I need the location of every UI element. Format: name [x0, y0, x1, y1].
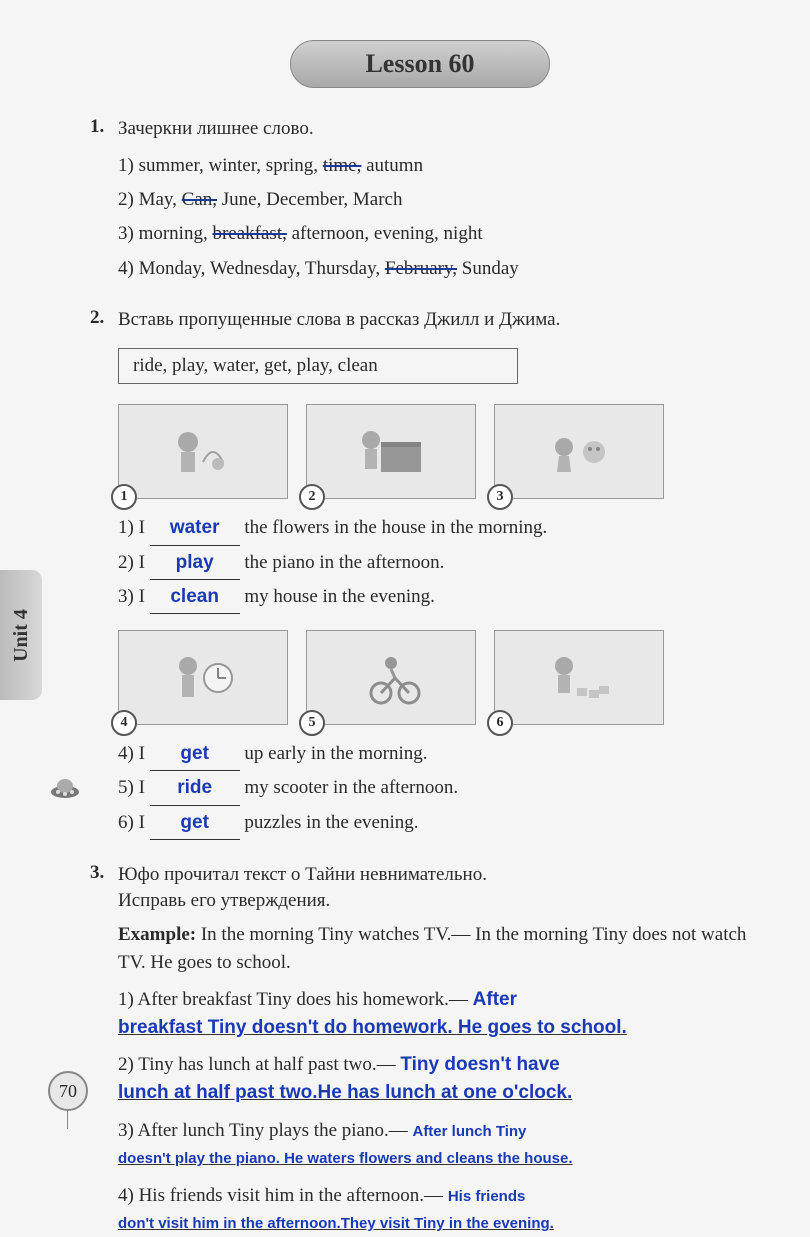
answer-text: His friends [448, 1188, 526, 1205]
picture-1: 1 [118, 404, 288, 499]
ex1-item: 3) morning, breakfast, afternoon, evenin… [118, 218, 750, 250]
page-number-badge: 70 [48, 1071, 88, 1111]
picture-number: 3 [487, 484, 513, 510]
picture-row-1: 1 2 3 [118, 404, 750, 499]
picture-2: 2 [306, 404, 476, 499]
ex1-item: 1) summer, winter, spring, time, autumn [118, 150, 750, 182]
picture-3: 3 [494, 404, 664, 499]
crossed-word: time, [323, 155, 362, 176]
blank-answer: get [150, 806, 240, 840]
blank-answer: play [150, 546, 240, 580]
picture-number: 6 [487, 710, 513, 736]
exercise-1: 1. Зачеркни лишнее слово. 1) summer, win… [90, 116, 750, 285]
balloon-string-icon [67, 1111, 68, 1129]
ex3-number: 3. [90, 862, 118, 884]
answer-text: lunch at half past two.He has lunch at o… [118, 1082, 572, 1103]
ex3-item: 3) After lunch Tiny plays the piano.— Af… [118, 1117, 750, 1172]
ex2-fill: 4) I get up early in the morning. [118, 737, 750, 771]
blank-answer: get [150, 737, 240, 771]
unit-tab: Unit 4 [0, 570, 42, 700]
picture-4: 4 [118, 630, 288, 725]
lesson-banner: Lesson 60 [290, 40, 550, 88]
picture-row-2: 4 5 6 [118, 630, 750, 725]
ex2-fill: 3) I clean my house in the evening. [118, 580, 750, 614]
picture-number: 2 [299, 484, 325, 510]
ex3-example: Example: In the morning Tiny watches TV.… [118, 921, 750, 976]
lesson-title: Lesson 60 [365, 49, 474, 79]
ex3-item: 2) Tiny has lunch at half past two.— Tin… [118, 1051, 750, 1106]
ex2-instruction: Вставь пропущенные слова в рассказ Джилл… [118, 307, 560, 333]
answer-text: don't visit him in the afternoon.They vi… [118, 1215, 554, 1232]
word-bank: ride, play, water, get, play, clean [118, 348, 518, 384]
ex3-instruction: Юфо прочитал текст о Тайни невнимательно… [118, 862, 487, 913]
blank-answer: ride [150, 771, 240, 805]
picture-number: 5 [299, 710, 325, 736]
ufo-icon [48, 772, 82, 806]
answer-text: After lunch Tiny [412, 1123, 526, 1140]
ex2-fill: 2) I play the piano in the afternoon. [118, 546, 750, 580]
example-label: Example: [118, 924, 196, 945]
picture-number: 4 [111, 710, 137, 736]
blank-answer: water [150, 511, 240, 545]
ex1-item: 2) May, Can, June, December, March [118, 184, 750, 216]
example-text: In the morning Tiny watches TV.— In the … [118, 924, 746, 973]
ex1-instruction: Зачеркни лишнее слово. [118, 116, 314, 142]
ex2-fill: 1) I water the flowers in the house in t… [118, 511, 750, 545]
answer-text: Tiny doesn't have [400, 1054, 559, 1075]
crossed-word: Can, [182, 189, 217, 210]
ex2-fill: 5) I ride my scooter in the afternoon. [118, 771, 750, 805]
ex1-number: 1. [90, 116, 118, 138]
ex3-item: 1) After breakfast Tiny does his homewor… [118, 986, 750, 1041]
answer-text: doesn't play the piano. He waters flower… [118, 1150, 573, 1167]
ex1-item: 4) Monday, Wednesday, Thursday, February… [118, 253, 750, 285]
picture-number: 1 [111, 484, 137, 510]
picture-5: 5 [306, 630, 476, 725]
answer-text: breakfast Tiny doesn't do homework. He g… [118, 1017, 627, 1038]
exercise-2: 2. Вставь пропущенные слова в рассказ Дж… [90, 307, 750, 840]
ex2-number: 2. [90, 307, 118, 329]
picture-6: 6 [494, 630, 664, 725]
unit-label: Unit 4 [10, 609, 33, 662]
blank-answer: clean [150, 580, 240, 614]
exercise-3: 3. Юфо прочитал текст о Тайни невнимател… [90, 862, 750, 1237]
ex2-fill: 6) I get puzzles in the evening. [118, 806, 750, 840]
ex3-item: 4) His friends visit him in the afternoo… [118, 1182, 750, 1237]
ex1-items: 1) summer, winter, spring, time, autumn … [118, 150, 750, 285]
crossed-word: February, [385, 258, 457, 279]
crossed-word: breakfast, [212, 223, 286, 244]
answer-text: After [473, 989, 517, 1010]
page-number: 70 [59, 1081, 77, 1102]
